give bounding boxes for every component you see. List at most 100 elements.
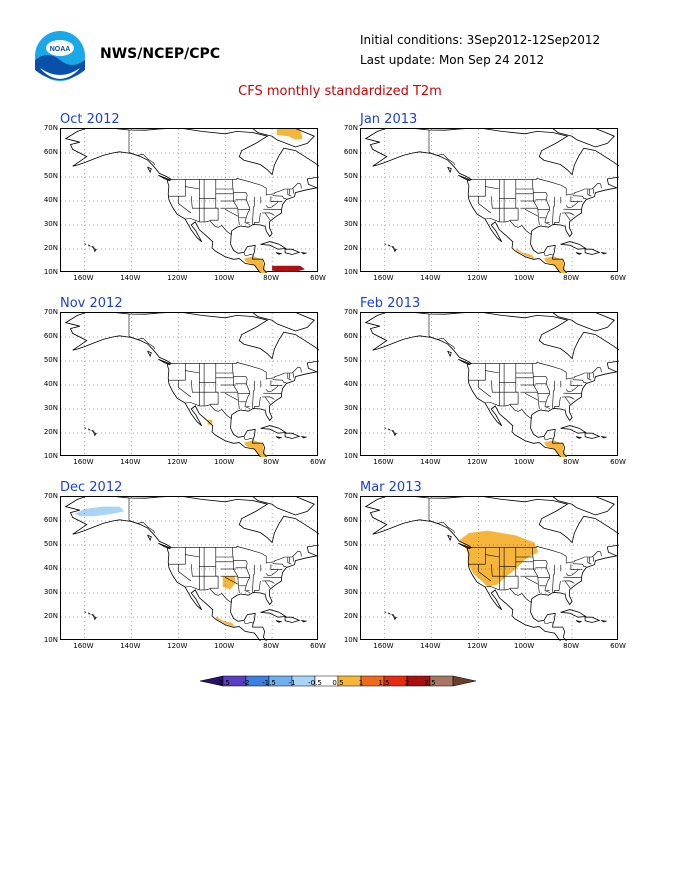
coastline	[275, 436, 283, 439]
lon-label: 120W	[167, 458, 188, 466]
lon-label: 140W	[120, 274, 141, 282]
border-line	[264, 212, 271, 221]
coastline	[388, 244, 392, 247]
lon-label: 140W	[420, 642, 441, 650]
border-line	[544, 192, 551, 225]
border-line	[270, 564, 283, 570]
border-line	[265, 385, 279, 393]
border-line	[292, 556, 295, 562]
coastline	[552, 129, 615, 148]
coastline	[388, 428, 392, 431]
border-line	[185, 554, 200, 558]
border-line	[287, 557, 292, 565]
lat-label: 20N	[43, 612, 58, 620]
coastline	[88, 428, 92, 431]
border-line	[572, 195, 587, 199]
lat-label: 50N	[43, 540, 58, 548]
panel-title-mar-2013: Mar 2013	[360, 480, 422, 495]
lon-label: 100W	[214, 642, 235, 650]
border-line	[587, 373, 592, 381]
lat-label: 30N	[343, 220, 358, 228]
coastline	[393, 247, 397, 253]
lat-label: 60N	[343, 148, 358, 156]
last-update: Last update: Mon Sep 24 2012	[360, 53, 545, 67]
coastline	[300, 436, 308, 439]
border-line	[265, 201, 279, 209]
coastline	[575, 620, 583, 623]
coastline	[458, 174, 471, 182]
lat-label: 10N	[343, 268, 358, 276]
border-line	[552, 564, 555, 593]
colorbar-label: -2.5	[216, 679, 230, 687]
border-line	[252, 380, 255, 409]
lat-label: 60N	[343, 332, 358, 340]
panel-title-oct-2012: Oct 2012	[60, 112, 120, 127]
lon-label: 80W	[263, 458, 279, 466]
lat-label: 70N	[343, 308, 358, 316]
colorbar-label: 2.5	[424, 679, 436, 687]
border-line	[292, 372, 295, 378]
border-line	[428, 498, 456, 534]
main-title: CFS monthly standardized T2m	[238, 84, 442, 99]
colorbar-label: -2	[242, 679, 250, 687]
border-line	[564, 212, 571, 221]
coastline	[158, 358, 171, 366]
border-line	[243, 436, 253, 440]
map-jan-2013	[360, 128, 619, 273]
anomaly-western-us-southwest-canada	[459, 530, 539, 587]
border-line	[209, 179, 219, 221]
lon-label: 120W	[467, 274, 488, 282]
lat-label: 20N	[43, 428, 58, 436]
lat-label: 50N	[343, 540, 358, 548]
border-line	[225, 393, 239, 401]
lon-label: 60W	[310, 642, 326, 650]
border-line	[478, 380, 492, 398]
border-line	[128, 498, 156, 534]
border-line	[587, 557, 592, 565]
lon-label: 80W	[263, 642, 279, 650]
lat-label: 10N	[343, 452, 358, 460]
lat-label: 20N	[343, 244, 358, 252]
border-line	[253, 580, 261, 593]
border-line	[190, 196, 219, 209]
coastline	[600, 620, 608, 623]
coastline	[600, 252, 608, 255]
border-line	[252, 564, 255, 593]
coastline	[64, 313, 319, 457]
colorbar-label: 1	[358, 679, 364, 687]
border-line	[231, 547, 240, 594]
border-line	[525, 577, 539, 585]
border-line	[565, 569, 579, 577]
lon-label: 120W	[467, 458, 488, 466]
panel-title-dec-2012: Dec 2012	[60, 480, 123, 495]
coastline	[300, 252, 308, 255]
coastline	[147, 534, 152, 542]
panel-title-nov-2012: Nov 2012	[60, 296, 123, 311]
coastline	[364, 129, 619, 273]
lat-label: 10N	[43, 636, 58, 644]
coastline	[84, 611, 87, 613]
anomaly-central-america	[243, 440, 268, 457]
border-line	[244, 560, 251, 593]
lat-label: 50N	[343, 172, 358, 180]
border-line	[261, 212, 275, 216]
coastline	[289, 313, 320, 337]
lon-label: 160W	[373, 274, 394, 282]
coastline	[458, 542, 471, 550]
border-line	[565, 201, 579, 209]
lat-label: 60N	[43, 148, 58, 156]
lat-label: 30N	[343, 588, 358, 596]
border-line	[485, 370, 500, 374]
coastline	[393, 431, 397, 437]
coastline	[560, 425, 587, 434]
border-line	[261, 580, 275, 584]
border-line	[209, 363, 219, 405]
border-line	[553, 580, 561, 593]
coastline	[93, 615, 97, 621]
map-canvas	[61, 313, 319, 457]
colorbar-label: -1	[288, 679, 296, 687]
border-line	[478, 564, 492, 582]
border-line	[553, 396, 561, 409]
coastline	[260, 609, 287, 618]
lon-label: 160W	[73, 642, 94, 650]
